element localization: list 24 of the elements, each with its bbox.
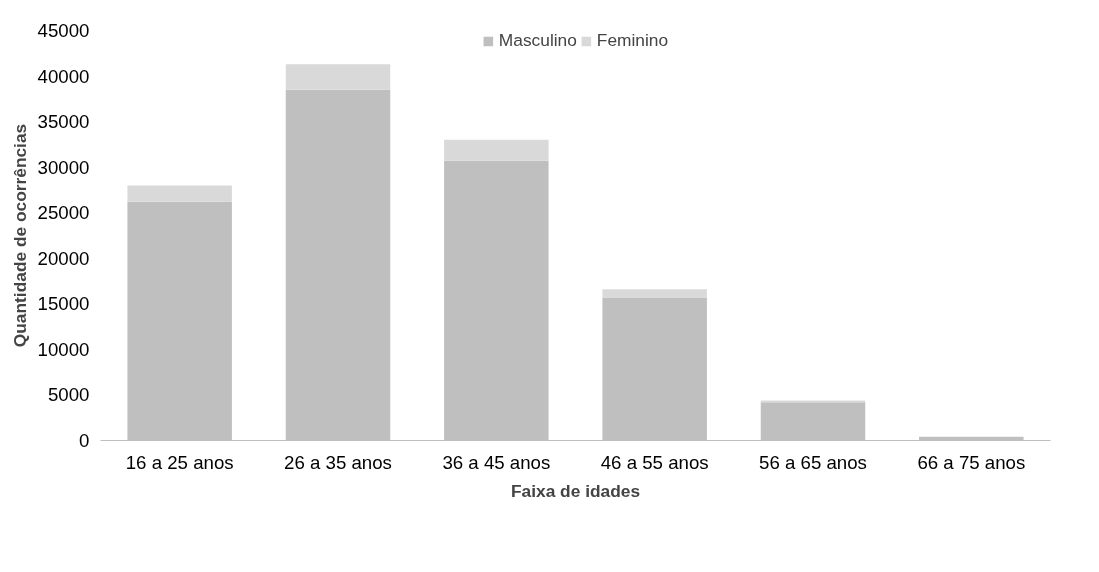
x-tick-label: 36 a 45 anos [442,451,551,473]
bar [602,289,707,298]
y-tick-label: 30000 [37,156,90,178]
bar [127,185,232,202]
legend-label: Feminino [596,30,669,51]
bar [285,64,391,90]
bar [444,139,549,161]
y-tick-label: 10000 [37,338,90,360]
x-tick-label: 56 a 65 anos [759,451,867,473]
y-tick-label: 0 [79,430,90,451]
y-axis-title: Quantidade de ocorrências [9,123,30,348]
x-axis-title: Faixa de idades [510,480,641,501]
y-tick-label: 5000 [48,384,90,406]
y-tick-label: 45000 [37,20,90,41]
x-tick-label: 26 a 35 anos [284,451,392,473]
legend-label: Masculino [498,30,577,51]
y-tick-label: 35000 [37,111,90,133]
y-tick-label: 15000 [37,293,90,315]
x-tick-label: 66 a 75 anos [917,451,1026,473]
y-tick-label: 25000 [37,202,90,224]
x-tick-label: 16 a 25 anos [125,451,234,473]
y-tick-label: 40000 [37,65,90,87]
x-tick-label: 46 a 55 anos [600,451,709,473]
y-tick-label: 20000 [37,247,90,269]
